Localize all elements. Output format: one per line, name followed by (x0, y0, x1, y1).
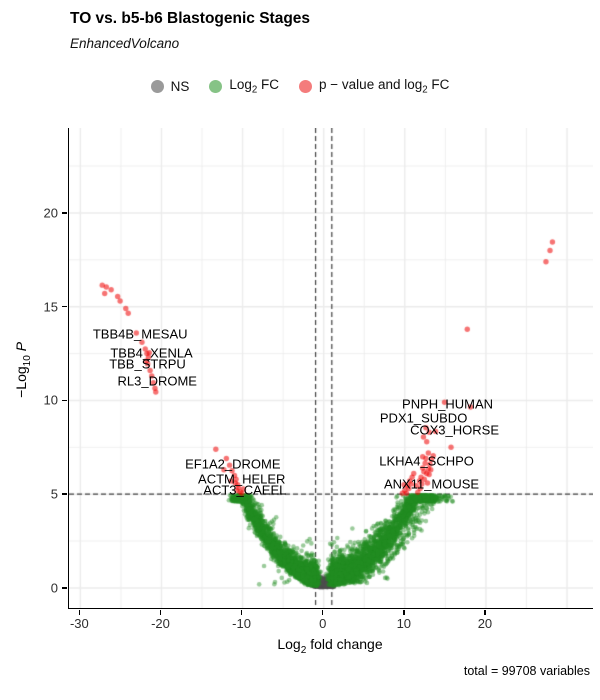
y-tick-mark-10 (61, 399, 67, 402)
x-tick-mark--20 (159, 609, 162, 615)
legend-key-pvalue-and-log2fc-icon (299, 79, 313, 93)
legend-item-log2fc: Log2 FC (209, 77, 279, 96)
chart-subtitle: EnhancedVolcano (70, 36, 180, 51)
legend-item-ns: NS (150, 78, 190, 94)
gene-label-ACT3_CAEEL: ACT3_CAEEL (203, 482, 287, 498)
x-tick-label-10: 10 (396, 616, 412, 631)
gene-label-TBB4_XENLA: TBB4_XENLA (110, 345, 193, 361)
plot-panel (68, 128, 593, 609)
y-tick-label-5: 5 (50, 486, 58, 502)
x-tick-label--20: -20 (151, 616, 170, 631)
x-axis-title: Log2 fold change (277, 636, 383, 656)
y-axis-title: −Log10 P (13, 341, 33, 398)
x-tick-mark--30 (78, 609, 81, 615)
x-tick-label--30: -30 (69, 616, 89, 631)
x-tick-mark-20 (484, 609, 486, 615)
y-tick-label-15: 15 (43, 299, 58, 315)
gene-label-PDX1_SUBDO: PDX1_SUBDO (379, 410, 468, 426)
x-tick-label-0: 0 (319, 616, 327, 631)
y-tick-label-0: 0 (50, 580, 58, 596)
page-title: TO vs. b5-b6 Blastogenic Stages (70, 10, 311, 27)
legend-label-pvalue-and-log2fc: p − value and log2 FC (319, 77, 450, 96)
x-tick-mark-0 (321, 609, 324, 615)
gene-label-EF1A2_DROME: EF1A2_DROME (185, 456, 281, 472)
gene-label-COX3_HORSE: COX3_HORSE (410, 422, 500, 438)
x-tick-mark--10 (240, 609, 243, 615)
x-tick-label-20: 20 (477, 616, 493, 631)
gene-label-RL3_DROME: RL3_DROME (117, 373, 197, 389)
y-tick-mark-5 (61, 493, 67, 495)
gene-label-PNPH_HUMAN: PNPH_HUMAN (402, 396, 494, 412)
legend-label-ns: NS (170, 78, 190, 94)
y-tick-mark-15 (61, 305, 67, 308)
gene-label-ANX11_MOUSE: ANX11_MOUSE (383, 476, 480, 492)
y-tick-label-10: 10 (43, 392, 58, 408)
legend-item-pvalue-and-log2fc: p − value and log2 FC (299, 77, 449, 96)
x-tick-mark-10 (403, 609, 405, 615)
legend-key-ns-icon (150, 79, 164, 93)
legend: NS Log2 FC p − value and log2 FC (0, 77, 600, 96)
plot-canvas (69, 128, 593, 608)
gene-label-TBB4B_MESAU: TBB4B_MESAU (92, 326, 188, 342)
y-tick-mark-0 (61, 587, 67, 589)
gene-label-TBB_STRPU: TBB_STRPU (109, 356, 186, 372)
legend-label-log2fc: Log2 FC (229, 77, 280, 96)
gene-label-ACTM_HELER: ACTM_HELER (198, 471, 286, 487)
x-tick-label--10: -10 (232, 616, 251, 631)
legend-key-log2fc-icon (209, 79, 223, 93)
y-tick-mark-20 (61, 212, 67, 214)
total-variables-caption: total = 99708 variables (463, 664, 590, 678)
y-tick-label-20: 20 (43, 205, 58, 221)
gene-label-LKHA4_SCHPO: LKHA4_SCHPO (379, 453, 474, 469)
